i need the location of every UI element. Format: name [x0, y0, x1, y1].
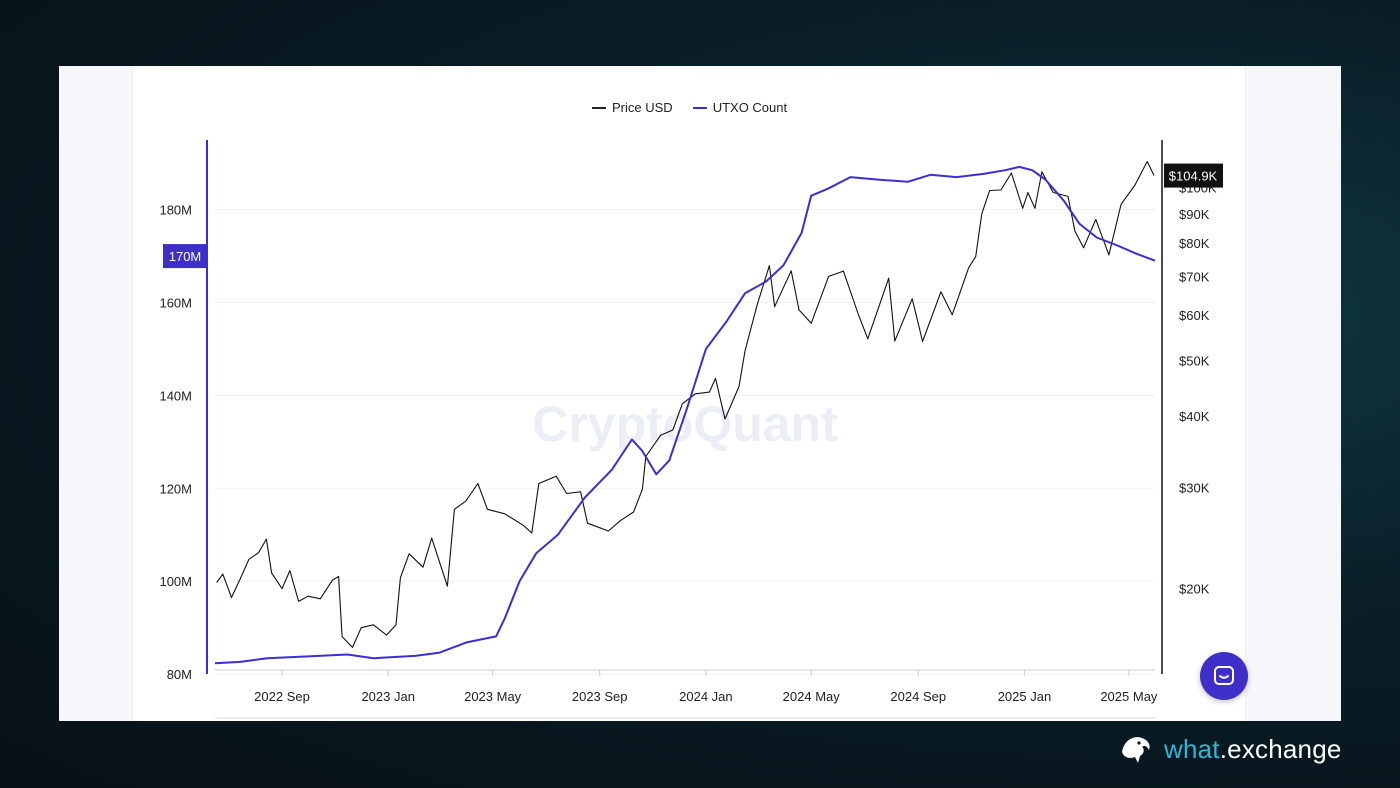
brand-wordmark-part1: what: [1164, 733, 1220, 764]
left-axis-tick-label: 160M: [159, 296, 192, 311]
legend-swatch-price: [592, 106, 606, 109]
left-axis-tick-label: 120M: [159, 481, 192, 496]
x-axis-tick-label: 2023 Sep: [572, 689, 628, 704]
chart-card: CryptoQuant 80M 100M 120M 140M 160M 180M 170M $2…: [59, 66, 1341, 721]
chart-panel: [132, 66, 1246, 721]
watermark-text: CryptoQuant: [532, 396, 838, 452]
left-axis-highlight-badge: [163, 244, 206, 269]
right-axis-tick-label: $30K: [1179, 481, 1210, 496]
right-axis-tick-label: $80K: [1179, 236, 1210, 251]
x-axis-tick-label: 2023 May: [464, 689, 522, 704]
chart: CryptoQuant 80M 100M 120M 140M 160M 180M 170M $2…: [159, 140, 1223, 719]
legend-item-price[interactable]: Price USD: [592, 100, 673, 115]
chart-legend: Price USD UTXO Count: [592, 100, 787, 115]
left-axis-tick-label: 140M: [159, 388, 192, 403]
brand-wordmark-part2: .exchange: [1219, 733, 1342, 764]
brand-logo: what.exchange: [1118, 732, 1342, 766]
right-axis-tick-label: $40K: [1179, 409, 1210, 424]
brand-wordmark: what.exchange: [1164, 734, 1342, 765]
left-axis-highlight-label: 170M: [169, 249, 202, 264]
series-line-utxo: [214, 165, 1156, 665]
whale-icon: [1122, 737, 1150, 763]
legend-label-price: Price USD: [612, 100, 673, 115]
right-axis-tick-label: $90K: [1179, 207, 1210, 222]
x-axis-tick-label: 2025 Jan: [998, 689, 1052, 704]
right-axis-tick-label: $50K: [1179, 353, 1210, 368]
right-axis-tick-label: $60K: [1179, 308, 1210, 323]
chat-icon: [1214, 666, 1234, 685]
right-axis-tick-label: $20K: [1179, 582, 1210, 597]
legend-item-utxo[interactable]: UTXO Count: [692, 100, 788, 115]
x-axis-tick-label: 2025 May: [1100, 689, 1158, 704]
left-axis-tick-label: 180M: [159, 203, 192, 218]
chat-help-button[interactable]: [1200, 652, 1248, 700]
right-axis-tick-label: $70K: [1179, 269, 1210, 284]
legend-swatch-utxo: [692, 106, 707, 109]
x-axis-tick-label: 2023 Jan: [361, 689, 415, 704]
x-axis-tick-label: 2024 Sep: [890, 689, 946, 704]
left-axis-tick-label: 100M: [159, 574, 192, 589]
right-axis-highlight-label: $104.9K: [1169, 169, 1218, 184]
series-line-price: [216, 160, 1155, 648]
legend-label-utxo: UTXO Count: [712, 100, 788, 115]
x-axis-tick-label: 2024 Jan: [679, 689, 733, 704]
left-axis-tick-label: 80M: [167, 667, 192, 682]
right-axis-highlight-badge: [1164, 163, 1223, 188]
x-axis-tick-label: 2024 May: [783, 689, 841, 704]
x-axis-tick-label: 2022 Sep: [254, 689, 310, 704]
